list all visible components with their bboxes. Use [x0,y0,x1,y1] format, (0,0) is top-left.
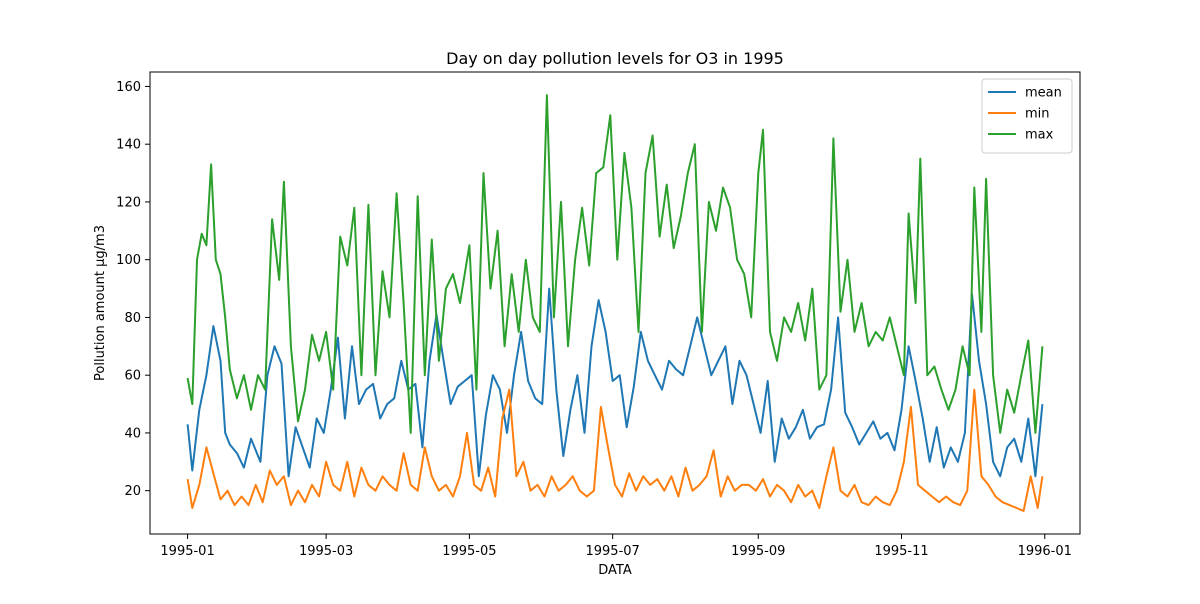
series-line-min [186,388,1044,512]
plot-area-frame [149,71,1081,535]
series-layer [186,94,1044,512]
y-tick-label: 80 [124,311,141,326]
y-axis: 20 40 60 80 100 120 140 160 [116,80,150,499]
x-axis: 1995-01 1995-03 1995-05 1995-07 1995-09 1995-… [160,534,1072,559]
y-tick-label: 20 [124,484,141,499]
legend-label-mean: mean [1025,86,1062,101]
y-tick-label: 60 [124,369,141,384]
y-axis-label: Pollution amount µg/m3 [93,225,108,381]
series-line-max [186,94,1044,434]
x-tick-label: 1995-01 [160,544,214,559]
chart-title: Day on day pollution levels for O3 in 19… [446,49,784,68]
x-tick-label: 1995-03 [299,544,353,559]
x-axis-label: DATA [598,563,632,578]
y-tick-label: 100 [116,253,141,268]
legend-label-max: max [1025,128,1054,143]
y-tick-label: 140 [116,138,141,153]
x-tick-label: 1995-05 [442,544,496,559]
x-tick-label: 1995-07 [585,544,639,559]
y-tick-label: 160 [116,80,141,95]
x-tick-label: 1995-11 [874,544,928,559]
legend-label-min: min [1025,107,1050,122]
x-tick-label: 1995-09 [731,544,785,559]
y-tick-label: 120 [116,195,141,210]
x-tick-label: 1996-01 [1018,544,1072,559]
series-line-mean [186,287,1044,478]
y-tick-label: 40 [124,426,141,441]
legend: mean min max [981,78,1073,154]
